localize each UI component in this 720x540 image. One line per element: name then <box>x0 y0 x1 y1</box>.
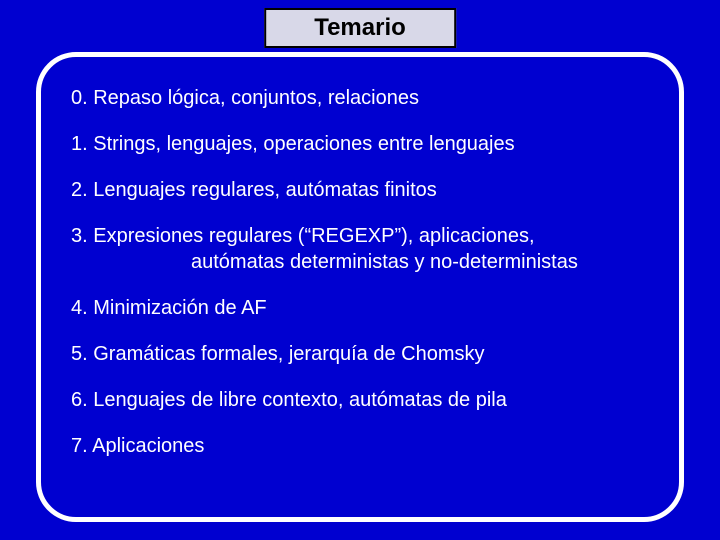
item-text: 0. Repaso lógica, conjuntos, relaciones <box>71 87 419 109</box>
list-item: 5. Gramáticas formales, jerarquía de Cho… <box>71 341 649 367</box>
content-panel: 0. Repaso lógica, conjuntos, relaciones … <box>36 52 684 522</box>
list-item: 0. Repaso lógica, conjuntos, relaciones <box>71 85 649 111</box>
item-text: 1. Strings, lenguajes, operaciones entre… <box>71 133 515 155</box>
list-item: 3. Expresiones regulares (“REGEXP”), apl… <box>71 223 649 275</box>
item-text: 6. Lenguajes de libre contexto, autómata… <box>71 389 507 411</box>
item-text: 4. Minimización de AF <box>71 297 267 319</box>
item-text: 2. Lenguajes regulares, autómatas finito… <box>71 179 437 201</box>
item-text: 5. Gramáticas formales, jerarquía de Cho… <box>71 343 485 365</box>
slide-title: Temario <box>314 14 406 42</box>
item-text-cont: autómatas deterministas y no-determinist… <box>71 249 649 275</box>
list-item: 4. Minimización de AF <box>71 295 649 321</box>
list-item: 2. Lenguajes regulares, autómatas finito… <box>71 177 649 203</box>
list-item: 6. Lenguajes de libre contexto, autómata… <box>71 387 649 413</box>
item-text: 7. Aplicaciones <box>71 435 204 457</box>
list-item: 7. Aplicaciones <box>71 433 649 459</box>
list-item: 1. Strings, lenguajes, operaciones entre… <box>71 131 649 157</box>
title-box: Temario <box>264 8 456 48</box>
item-text: 3. Expresiones regulares (“REGEXP”), apl… <box>71 225 535 247</box>
